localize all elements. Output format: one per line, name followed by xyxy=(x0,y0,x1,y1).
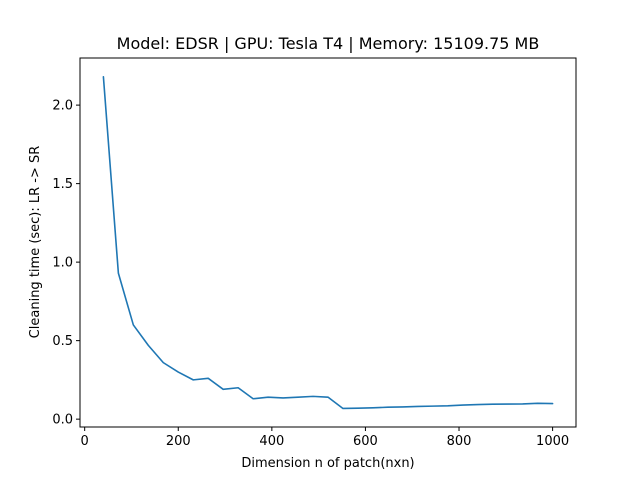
plot-area xyxy=(102,76,554,410)
series-line xyxy=(102,76,554,410)
x-axis: 0 200 400 600 800 1000 xyxy=(81,427,569,449)
y-axis-label: Cleaning time (sec): LR -> SR xyxy=(28,146,43,339)
y-tick-label: 1.0 xyxy=(52,256,73,271)
x-tick-label: 600 xyxy=(353,434,378,449)
x-tick-label: 0 xyxy=(81,434,89,449)
y-tick-label: 0.0 xyxy=(52,413,73,428)
x-tick-label: 400 xyxy=(259,434,284,449)
x-axis-label: Dimension n of patch(nxn) xyxy=(241,456,414,471)
y-axis: 0.0 0.5 1.0 1.5 2.0 xyxy=(52,99,80,428)
chart-title: Model: EDSR | GPU: Tesla T4 | Memory: 15… xyxy=(117,34,540,53)
y-tick-label: 2.0 xyxy=(52,99,73,114)
y-tick-label: 0.5 xyxy=(52,334,73,349)
x-tick-label: 800 xyxy=(447,434,472,449)
x-tick-label: 200 xyxy=(166,434,191,449)
plot-frame xyxy=(79,57,577,428)
y-tick-label: 1.5 xyxy=(52,177,73,192)
x-tick-label: 1000 xyxy=(536,434,569,449)
